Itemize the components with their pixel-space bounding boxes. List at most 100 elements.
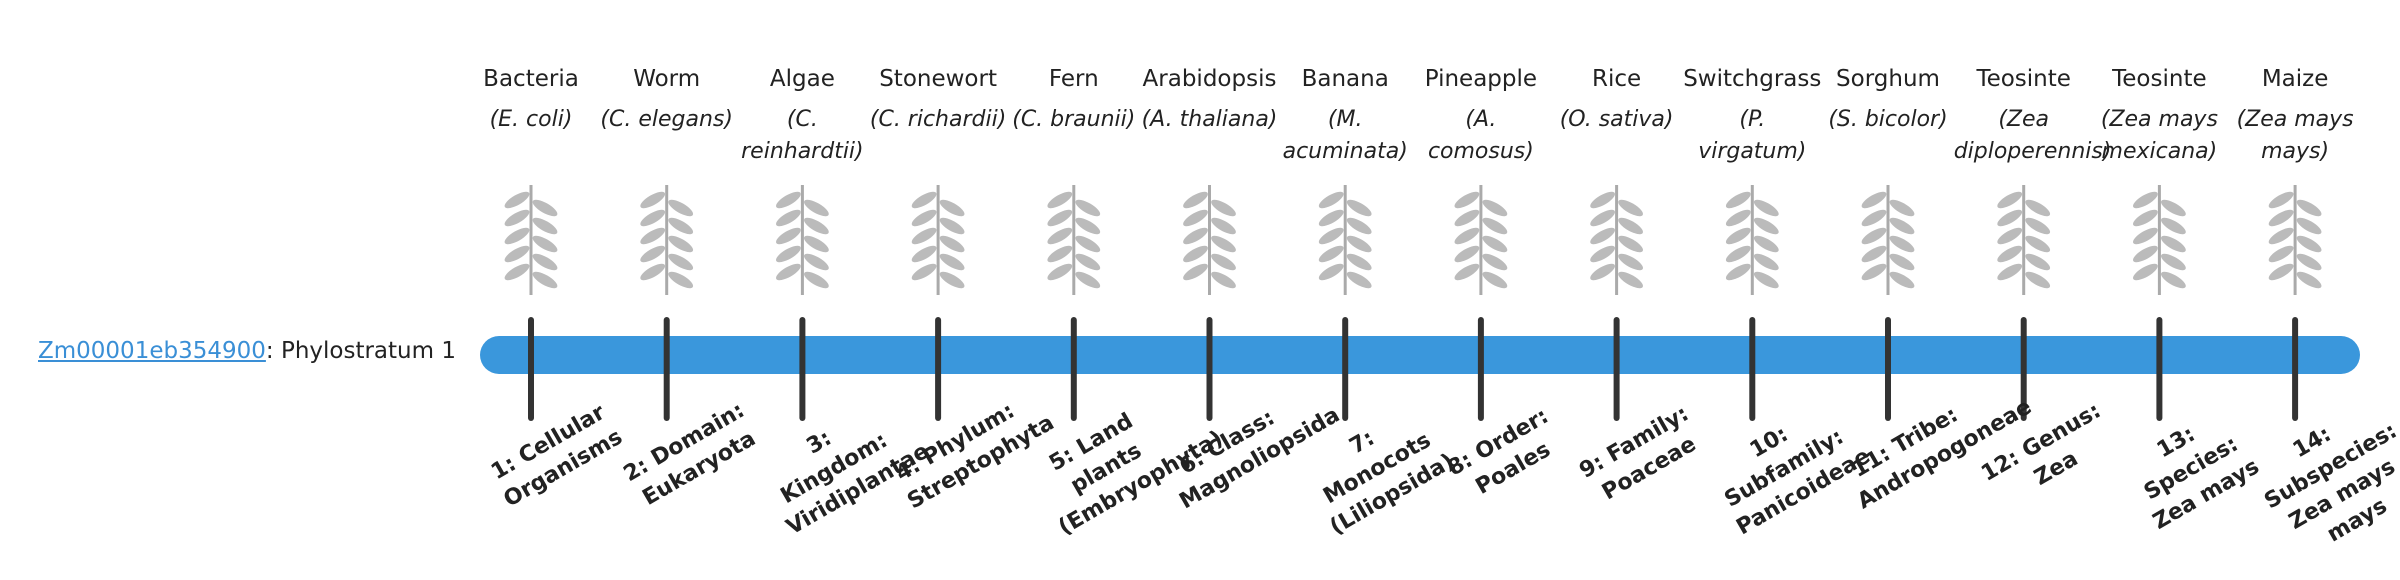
illustration-leaf <box>1183 263 1208 281</box>
illustration-leaf <box>2161 199 2186 217</box>
illustration-leaf <box>1618 271 1643 289</box>
illustration-leaf <box>1753 217 1779 235</box>
illustration-leaf <box>804 217 829 235</box>
organism-name: Algae <box>769 66 835 92</box>
illustration-leaf <box>2161 271 2186 289</box>
illustration-leaf <box>1997 191 2023 209</box>
illustration-leaf <box>1047 245 1073 263</box>
illustration-leaf <box>2133 209 2158 227</box>
illustration-leaf <box>1889 217 1915 235</box>
illustration-leaf <box>776 263 801 281</box>
illustration-leaf <box>2161 235 2186 253</box>
organism-name: Maize <box>2261 66 2329 92</box>
illustration-leaf <box>2268 263 2294 281</box>
illustration-leaf <box>911 227 937 245</box>
illustration-leaf <box>1346 217 1372 235</box>
illustration-leaf <box>1454 245 1480 263</box>
organism-name: Teosinte <box>1976 66 2071 92</box>
illustration-leaf <box>1211 253 1236 271</box>
illustration-leaf <box>504 209 530 227</box>
illustration-leaf <box>2268 209 2294 227</box>
illustration-leaf <box>504 191 530 209</box>
illustration-leaf <box>1482 199 1508 217</box>
illustration-leaf <box>939 271 965 289</box>
illustration-leaf <box>1318 245 1344 263</box>
illustration-leaf <box>1590 245 1615 263</box>
illustration-leaf <box>1590 227 1615 245</box>
illustration-leaf <box>640 263 666 281</box>
illustration-leaf <box>911 191 937 209</box>
illustration-leaf <box>1482 253 1508 271</box>
illustration-leaf <box>2161 253 2186 271</box>
illustration-leaf <box>1482 271 1508 289</box>
gene-link[interactable]: Zm00001eb354900 <box>38 338 266 364</box>
species-name: (M. acuminata) <box>1282 107 1408 164</box>
gene-label: Zm00001eb354900: Phylostratum 1 <box>38 338 456 364</box>
illustration-leaf <box>504 227 530 245</box>
illustration-leaf <box>1889 235 1915 253</box>
illustration-leaf <box>1725 227 1751 245</box>
illustration-leaf <box>939 253 965 271</box>
illustration-leaf <box>1318 209 1344 227</box>
illustration-leaf <box>2025 235 2051 253</box>
species-name: (C. richardii) <box>869 107 1007 132</box>
illustration-leaf <box>1183 245 1208 263</box>
illustration-leaf <box>1861 191 1887 209</box>
species-name: (S. bicolor) <box>1828 107 1948 132</box>
illustration-leaf <box>1725 263 1751 281</box>
illustration-leaf <box>2296 199 2322 217</box>
illustration-leaf <box>532 217 558 235</box>
illustration-leaf <box>2296 253 2322 271</box>
illustration-leaf <box>1318 263 1344 281</box>
illustration-leaf <box>1075 271 1101 289</box>
illustration-leaf <box>1318 227 1344 245</box>
illustration-leaf <box>1482 235 1508 253</box>
illustration-leaf <box>1454 191 1480 209</box>
illustration-leaf <box>2133 263 2158 281</box>
illustration-leaf <box>668 199 694 217</box>
species-name: (E. coli) <box>489 107 573 132</box>
illustration-leaf <box>1618 253 1643 271</box>
illustration-leaf <box>1075 217 1101 235</box>
illustration-leaf <box>1725 191 1751 209</box>
illustration-leaf <box>1047 263 1073 281</box>
illustration-leaf <box>911 245 937 263</box>
illustration-leaf <box>1753 199 1779 217</box>
illustration-leaf <box>776 245 801 263</box>
illustration-leaf <box>1346 271 1372 289</box>
illustration-leaf <box>2025 271 2051 289</box>
illustration-leaf <box>532 235 558 253</box>
illustration-leaf <box>1346 253 1372 271</box>
species-name: (C. braunii) <box>1012 107 1136 132</box>
illustration-leaf <box>532 253 558 271</box>
illustration-leaf <box>2268 227 2294 245</box>
illustration-leaf <box>2268 245 2294 263</box>
illustration-leaf <box>911 263 937 281</box>
illustration-leaf <box>1183 191 1208 209</box>
illustration-leaf <box>1997 245 2023 263</box>
species-name: (O. sativa) <box>1559 107 1674 132</box>
organism-name: Sorghum <box>1836 66 1940 92</box>
illustration-leaf <box>1346 199 1372 217</box>
illustration-leaf <box>2296 217 2322 235</box>
illustration-leaf <box>1454 209 1480 227</box>
illustration-leaf <box>1861 227 1887 245</box>
illustration-leaf <box>1861 245 1887 263</box>
illustration-leaf <box>1997 263 2023 281</box>
illustration-leaf <box>1075 253 1101 271</box>
species-name: (C. elegans) <box>600 107 733 132</box>
illustration-leaf <box>1047 191 1073 209</box>
illustration-leaf <box>1346 235 1372 253</box>
illustration-leaf <box>1618 217 1643 235</box>
illustration-leaf <box>1753 253 1779 271</box>
illustration-leaf <box>532 271 558 289</box>
illustration-leaf <box>804 253 829 271</box>
illustration-leaf <box>1753 235 1779 253</box>
illustration-leaf <box>668 235 694 253</box>
illustration-leaf <box>1211 217 1236 235</box>
species-name: (Zea mays mexicana) <box>2100 107 2218 164</box>
illustration-leaf <box>640 191 666 209</box>
illustration-leaf <box>668 217 694 235</box>
